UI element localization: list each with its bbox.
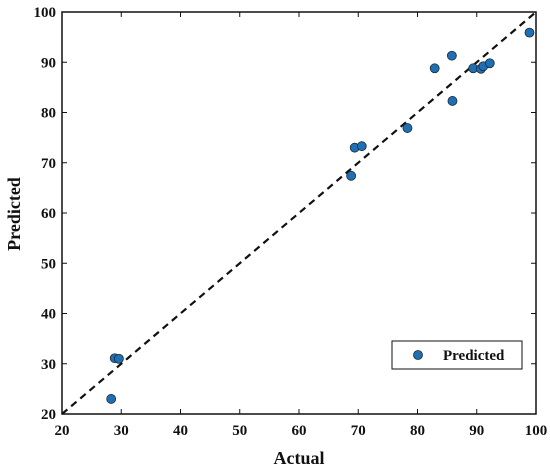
y-tick-label: 80 [41, 106, 56, 122]
data-point [113, 353, 124, 364]
x-axis-ticks: 20 30 40 50 60 70 80 90 100 [55, 12, 548, 439]
x-tick-label: 70 [351, 423, 366, 439]
y-tick-label: 100 [34, 5, 57, 21]
y-tick-label: 90 [41, 55, 56, 71]
y-tick-label: 50 [41, 256, 56, 272]
data-point [446, 50, 457, 61]
legend-label: Predicted [443, 348, 505, 364]
y-tick-label: 30 [41, 357, 56, 373]
data-point [524, 27, 535, 38]
y-tick-label: 20 [41, 407, 56, 423]
legend: Predicted [391, 340, 523, 370]
data-point [484, 58, 495, 69]
data-point [447, 96, 458, 106]
y-axis-ticks: 20 30 40 50 60 70 80 90 100 [34, 5, 536, 423]
x-axis-title: Actual [274, 448, 325, 468]
data-point [356, 141, 367, 152]
legend-marker [413, 350, 423, 360]
reference-line-group [61, 11, 537, 415]
data-point [429, 63, 440, 74]
x-tick-label: 40 [173, 423, 188, 439]
data-point [402, 123, 413, 133]
x-tick-label: 50 [232, 423, 247, 439]
x-tick-label: 90 [469, 423, 484, 439]
x-tick-label: 20 [55, 423, 70, 439]
data-point [346, 170, 357, 181]
y-tick-label: 40 [41, 307, 56, 323]
x-tick-label: 100 [525, 423, 548, 439]
reference-line [61, 11, 537, 415]
x-tick-label: 60 [292, 423, 307, 439]
y-tick-label: 70 [41, 156, 56, 172]
y-tick-label: 60 [41, 206, 56, 222]
data-points [106, 27, 535, 404]
x-tick-label: 30 [114, 423, 129, 439]
x-tick-label: 80 [410, 423, 425, 439]
data-point [106, 394, 117, 404]
y-axis-title: Predicted [4, 177, 24, 251]
